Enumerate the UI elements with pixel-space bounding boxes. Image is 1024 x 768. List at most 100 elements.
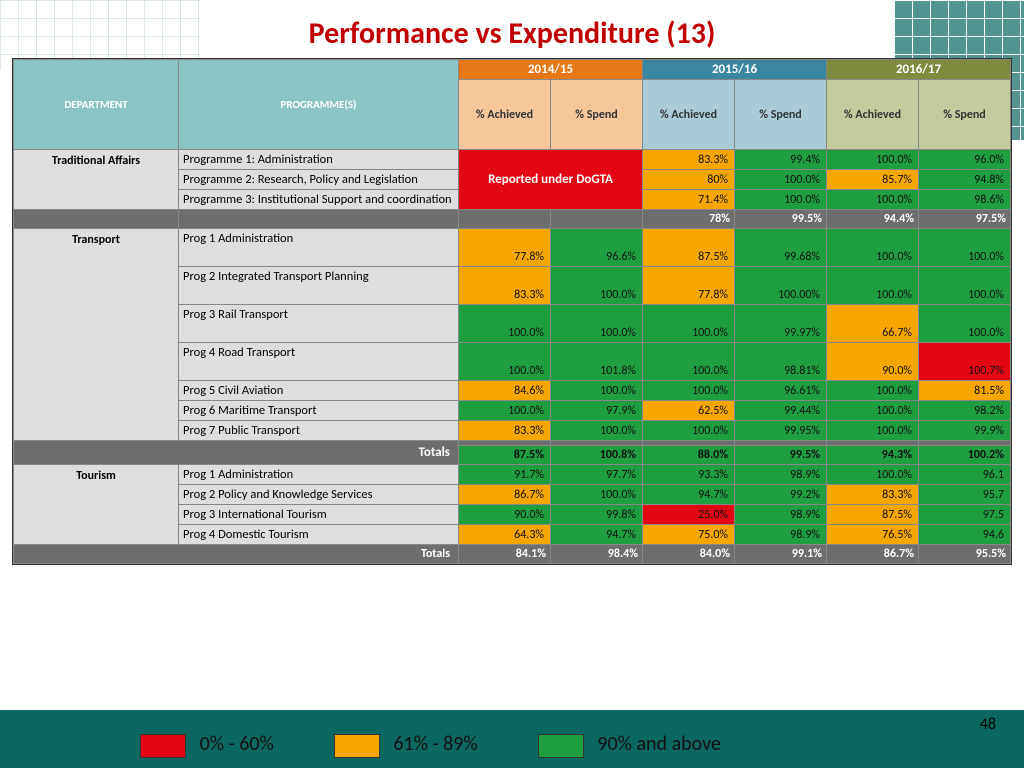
data-cell: 99.4%: [735, 150, 827, 170]
sub-achieved-15: % Achieved: [643, 80, 735, 150]
data-cell: 95.7: [919, 485, 1011, 505]
data-cell: 96.0%: [919, 150, 1011, 170]
totals-cell: 94.3%: [827, 446, 919, 465]
programme-cell: Prog 7 Public Transport: [179, 421, 459, 441]
data-cell: 96.6%: [551, 229, 643, 267]
data-cell: 100.0%: [643, 381, 735, 401]
data-cell: 98.9%: [735, 525, 827, 545]
data-cell: 100.0%: [827, 190, 919, 210]
data-cell: 99.95%: [735, 421, 827, 441]
data-cell: 87.5%: [827, 505, 919, 525]
data-cell: 100.0%: [551, 381, 643, 401]
dept-cell: Transport: [14, 229, 179, 441]
table-header: DEPARTMENT PROGRAMME(S) 2014/15 2015/16 …: [14, 60, 1011, 150]
dept-cell: Tourism: [14, 465, 179, 545]
data-cell: 100.0%: [919, 267, 1011, 305]
totals-row: Totals 84.1%98.4%84.0%99.1%86.7%95.5%: [14, 545, 1011, 564]
data-cell: 83.3%: [459, 267, 551, 305]
programme-cell: Programme 2: Research, Policy and Legisl…: [179, 170, 459, 190]
data-cell: 99.8%: [551, 505, 643, 525]
data-cell: 99.44%: [735, 401, 827, 421]
totals-cell: 86.7%: [827, 545, 919, 564]
table-row: Traditional Affairs Programme 1: Adminis…: [14, 150, 1011, 170]
totals-cell: 94.4%: [827, 210, 919, 229]
data-cell: 64.3%: [459, 525, 551, 545]
data-cell: 98.6%: [919, 190, 1011, 210]
sub-spend-15: % Spend: [735, 80, 827, 150]
data-cell: 99.9%: [919, 421, 1011, 441]
legend: 0% - 60% 61% - 89% 90% and above: [0, 732, 1024, 758]
legend-label: 90% and above: [597, 732, 721, 756]
programme-cell: Prog 5 Civil Aviation: [179, 381, 459, 401]
page-title: Performance vs Expenditure (13): [0, 0, 1024, 58]
data-cell: 100.0%: [827, 381, 919, 401]
programme-cell: Prog 1 Administration: [179, 465, 459, 485]
totals-cell: 88.0%: [643, 446, 735, 465]
data-cell: 100.0%: [459, 305, 551, 343]
data-cell: 91.7%: [459, 465, 551, 485]
data-cell: 75.0%: [643, 525, 735, 545]
data-cell: 98.9%: [735, 505, 827, 525]
data-cell: 100.0%: [643, 421, 735, 441]
totals-cell: 100.2%: [919, 446, 1011, 465]
data-cell: 94.7%: [643, 485, 735, 505]
totals-cell: 95.5%: [919, 545, 1011, 564]
data-cell: 98.9%: [735, 465, 827, 485]
totals-cell: 84.1%: [459, 545, 551, 564]
totals-cell: 78%: [643, 210, 735, 229]
programme-cell: Programme 3: Institutional Support and c…: [179, 190, 459, 210]
data-cell: 100.0%: [827, 465, 919, 485]
legend-swatch: [538, 734, 584, 758]
performance-table-wrapper: DEPARTMENT PROGRAMME(S) 2014/15 2015/16 …: [12, 58, 1012, 565]
programme-cell: Prog 1 Administration: [179, 229, 459, 267]
data-cell: 100.0%: [919, 229, 1011, 267]
programme-cell: Prog 3 International Tourism: [179, 505, 459, 525]
totals-label: Totals: [14, 441, 459, 465]
data-cell: 84.6%: [459, 381, 551, 401]
data-cell: 100.0%: [643, 305, 735, 343]
data-cell: 77.8%: [459, 229, 551, 267]
legend-label: 61% - 89%: [393, 732, 477, 756]
legend-item: 0% - 60%: [140, 732, 274, 758]
totals-cell: 99.5%: [735, 446, 827, 465]
merged-note: Reported under DoGTA: [459, 150, 643, 210]
data-cell: 66.7%: [827, 305, 919, 343]
data-cell: 99.97%: [735, 305, 827, 343]
totals-cell: [551, 210, 643, 229]
data-cell: 100.7%: [919, 343, 1011, 381]
totals-cell: 100.8%: [551, 446, 643, 465]
data-cell: 100.0%: [735, 190, 827, 210]
header-year-2014: 2014/15: [459, 60, 643, 80]
sub-spend-14: % Spend: [551, 80, 643, 150]
data-cell: 98.2%: [919, 401, 1011, 421]
header-department: DEPARTMENT: [14, 60, 179, 150]
data-cell: 97.7%: [551, 465, 643, 485]
header-programme: PROGRAMME(S): [179, 60, 459, 150]
programme-cell: Prog 4 Domestic Tourism: [179, 525, 459, 545]
data-cell: 100.0%: [919, 305, 1011, 343]
data-cell: 100.0%: [551, 267, 643, 305]
data-cell: 76.5%: [827, 525, 919, 545]
data-cell: 25.0%: [643, 505, 735, 525]
data-cell: 83.3%: [459, 421, 551, 441]
data-cell: 98.81%: [735, 343, 827, 381]
programme-cell: Prog 6 Maritime Transport: [179, 401, 459, 421]
data-cell: 100.0%: [459, 401, 551, 421]
data-cell: 99.68%: [735, 229, 827, 267]
data-cell: 86.7%: [459, 485, 551, 505]
data-cell: 100.0%: [551, 305, 643, 343]
legend-item: 90% and above: [538, 732, 721, 758]
data-cell: 94.6: [919, 525, 1011, 545]
legend-swatch: [334, 734, 380, 758]
data-cell: 83.3%: [827, 485, 919, 505]
data-cell: 62.5%: [643, 401, 735, 421]
totals-cell: 97.5%: [919, 210, 1011, 229]
table-row: Tourism Prog 1 Administration 91.7%97.7%…: [14, 465, 1011, 485]
legend-swatch: [140, 734, 186, 758]
table-row: Transport Prog 1 Administration 77.8%96.…: [14, 229, 1011, 267]
programme-cell: Prog 4 Road Transport: [179, 343, 459, 381]
dept-cell: Traditional Affairs: [14, 150, 179, 210]
sub-spend-16: % Spend: [919, 80, 1011, 150]
data-cell: 100.0%: [459, 343, 551, 381]
data-cell: 77.8%: [643, 267, 735, 305]
